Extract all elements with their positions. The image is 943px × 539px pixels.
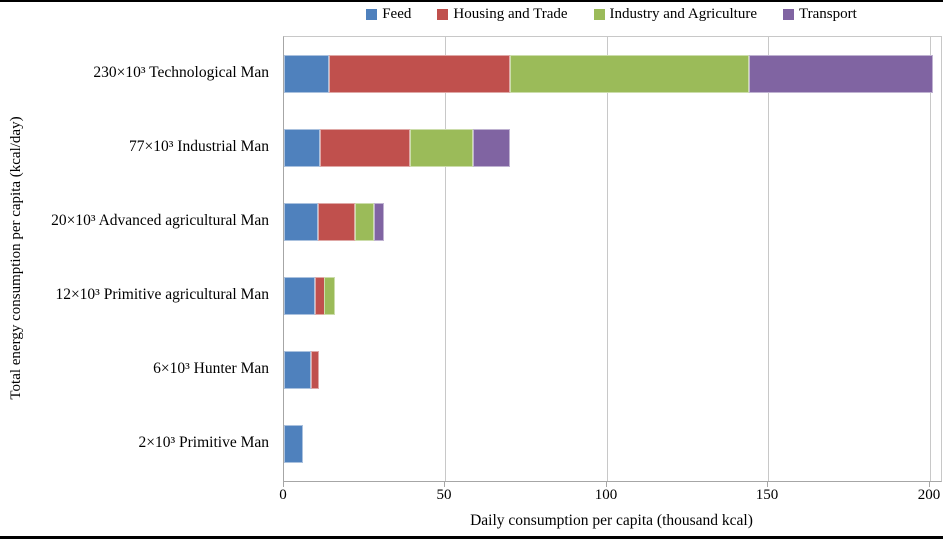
category-label-1: 77×10³ Industrial Man — [129, 138, 269, 155]
x-tick-label-0: 0 — [279, 487, 287, 503]
x-tick-mark-150 — [767, 481, 768, 487]
bar-row-2 — [284, 203, 941, 241]
gridline-x-200 — [930, 37, 931, 481]
legend-marker-icon — [593, 8, 605, 20]
gridline-x-100 — [607, 37, 608, 481]
bar-row-5 — [284, 425, 941, 463]
bar-segment-feed — [284, 203, 318, 241]
legend-marker-icon — [437, 8, 449, 20]
bar-segment-industry-and-agriculture — [410, 129, 473, 167]
bar-row-1 — [284, 129, 941, 167]
bar-segment-housing-and-trade — [329, 55, 510, 93]
x-tick-mark-100 — [606, 481, 607, 487]
figure-top-border — [0, 0, 943, 2]
category-label-0: 230×10³ Technological Man — [93, 64, 269, 81]
bar-segment-housing-and-trade — [320, 129, 410, 167]
x-tick-label-200: 200 — [917, 487, 941, 503]
gridline-x-150 — [768, 37, 769, 481]
legend-item-housing-and-trade: Housing and Trade — [437, 5, 568, 23]
bar-segment-industry-and-agriculture — [355, 203, 374, 241]
category-label-3: 12×10³ Primitive agricultural Man — [55, 286, 269, 303]
bar-segment-feed — [284, 425, 303, 463]
x-tick-mark-0 — [283, 481, 284, 487]
bar-segment-feed — [284, 277, 315, 315]
category-label-4: 6×10³ Hunter Man — [153, 360, 269, 377]
x-tick-label-150: 150 — [755, 487, 779, 503]
legend-label: Transport — [799, 5, 857, 22]
category-axis-labels: 230×10³ Technological Man 77×10³ Industri… — [0, 36, 276, 480]
legend-label: Industry and Agriculture — [609, 5, 757, 22]
legend-item-feed: Feed — [366, 6, 411, 23]
bar-segment-transport — [749, 55, 933, 93]
legend-item-transport: Transport — [783, 6, 857, 23]
bar-segment-industry-and-agriculture — [510, 55, 749, 93]
x-tick-label-100: 100 — [594, 487, 618, 503]
legend-marker-icon — [783, 8, 794, 20]
gridline-x-50 — [445, 37, 446, 481]
x-tick-mark-200 — [929, 481, 930, 487]
legend-item-industry-and-agriculture: Industry and Agriculture — [593, 5, 757, 23]
bar-segment-housing-and-trade — [318, 203, 355, 241]
bar-segment-feed — [284, 55, 329, 93]
bar-segment-feed — [284, 351, 311, 389]
category-label-5: 2×10³ Primitive Man — [138, 434, 270, 451]
x-axis-title: Daily consumption per capita (thousand k… — [470, 512, 753, 529]
legend: Feed Housing and Trade Industry and Agricu… — [283, 3, 940, 25]
bar-segment-industry-and-agriculture — [324, 277, 335, 315]
legend-label: Feed — [382, 5, 412, 22]
bar-segment-housing-and-trade — [311, 351, 319, 389]
bar-segment-transport — [473, 129, 510, 167]
figure-bottom-border — [0, 536, 943, 539]
legend-marker-icon — [366, 8, 378, 20]
bar-row-0 — [284, 55, 941, 93]
plot-area — [283, 36, 942, 482]
category-label-2: 20×10³ Advanced agricultural Man — [51, 212, 269, 229]
bar-row-4 — [284, 351, 941, 389]
legend-label: Housing and Trade — [453, 5, 568, 22]
x-tick-mark-50 — [444, 481, 445, 487]
bar-segment-feed — [284, 129, 320, 167]
bar-row-3 — [284, 277, 941, 315]
x-tick-label-50: 50 — [436, 487, 452, 503]
bar-segment-transport — [374, 203, 384, 241]
